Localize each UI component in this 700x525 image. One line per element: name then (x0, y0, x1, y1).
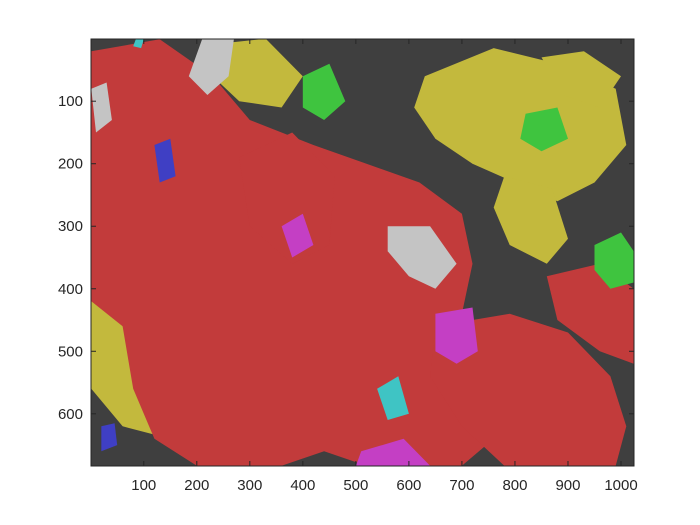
image-region-light_gray-11 (387, 226, 457, 289)
image-region-blue-21 (154, 138, 176, 183)
image-region-magenta-18 (281, 213, 314, 258)
image-region-magenta-16 (435, 307, 478, 364)
x-tick-label: 800 (502, 477, 527, 494)
image-region-green-13 (302, 63, 346, 120)
y-tick-label: 100 (58, 93, 83, 110)
image-region-magenta-17 (355, 438, 431, 466)
image-region-light_gray-10 (188, 39, 234, 95)
x-tick-label: 300 (237, 477, 262, 494)
image-region-red-7 (430, 313, 627, 466)
image-plot-area (91, 39, 634, 466)
x-tick-label: 200 (184, 477, 209, 494)
image-region-olive_yellow-2 (493, 176, 568, 264)
image-region-red-8 (546, 263, 634, 364)
x-tick-label: 600 (396, 477, 421, 494)
x-tick-label: 500 (343, 477, 368, 494)
axes-frame (90, 38, 635, 467)
y-tick-label: 300 (58, 218, 83, 235)
y-tick-label: 500 (58, 343, 83, 360)
x-tick-label: 900 (555, 477, 580, 494)
axes: 100 200 300 400 500 600 700 800 900 1000 100 200 300… (58, 38, 638, 494)
x-tick-label: 100 (131, 477, 156, 494)
image-region-red-9 (239, 132, 335, 264)
y-tick-label: 600 (58, 406, 83, 423)
image-region-green-14 (594, 232, 634, 289)
x-tick-label: 1000 (604, 477, 637, 494)
image-region-cyan-20 (133, 39, 144, 49)
y-tick-label: 400 (58, 281, 83, 298)
x-tick-label: 400 (290, 477, 315, 494)
y-tick-label: 200 (58, 156, 83, 173)
image-region-green-15 (520, 107, 568, 152)
image-region-cyan-19 (377, 376, 409, 420)
image-region-olive_yellow-5 (541, 51, 621, 108)
x-tick-label: 700 (449, 477, 474, 494)
image-region-light_gray-12 (91, 82, 112, 133)
image-region-blue-22 (101, 423, 118, 452)
